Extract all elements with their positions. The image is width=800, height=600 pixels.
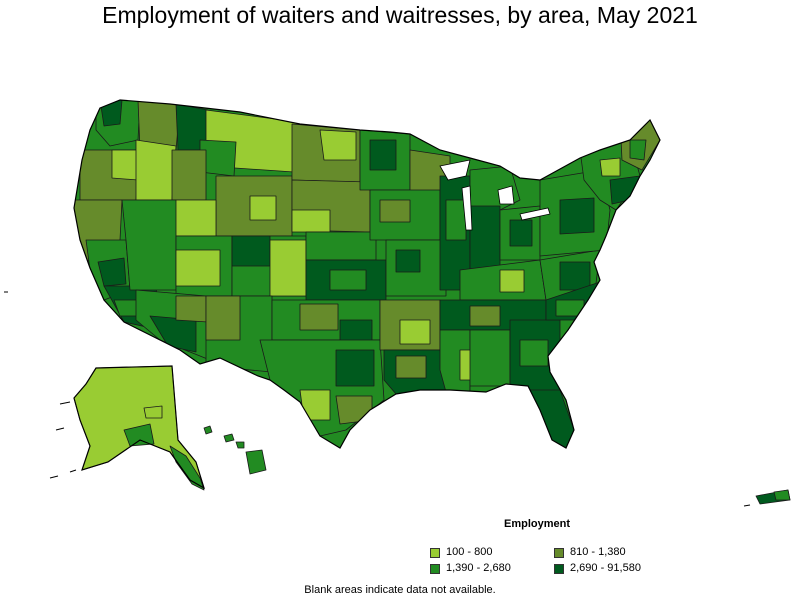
map-area bbox=[269, 239, 307, 297]
legend: Employment 100 - 800 810 - 1,380 1,390 -… bbox=[426, 518, 666, 578]
map-area bbox=[629, 139, 647, 161]
map-area bbox=[599, 157, 621, 177]
map-title: Employment of waiters and waitresses, by… bbox=[102, 2, 698, 28]
choropleth-map bbox=[0, 80, 800, 520]
map-area bbox=[171, 199, 217, 237]
puerto-rico bbox=[743, 489, 791, 507]
legend-swatch bbox=[554, 564, 564, 574]
map-area bbox=[469, 329, 511, 393]
lake-superior bbox=[439, 159, 471, 181]
map-area bbox=[205, 295, 241, 341]
map-area bbox=[469, 305, 501, 327]
map-area bbox=[609, 175, 641, 205]
legend-swatch bbox=[554, 548, 564, 558]
legend-label: 100 - 800 bbox=[446, 546, 493, 558]
footnote: Blank areas indicate data not available. bbox=[304, 584, 496, 596]
map-area bbox=[135, 139, 177, 201]
map-area bbox=[175, 295, 209, 323]
map-area bbox=[329, 269, 367, 291]
legend-label: 1,390 - 2,680 bbox=[446, 562, 511, 574]
map-area bbox=[249, 195, 277, 221]
map-area bbox=[445, 199, 467, 241]
lake-huron bbox=[497, 185, 515, 205]
map-area bbox=[171, 149, 207, 201]
map-area bbox=[175, 249, 221, 287]
map-area bbox=[559, 261, 591, 291]
map-area bbox=[335, 349, 375, 387]
legend-label: 810 - 1,380 bbox=[570, 546, 626, 558]
legend-title: Employment bbox=[504, 518, 571, 530]
map-area bbox=[469, 205, 501, 271]
map-area bbox=[299, 303, 339, 331]
map-area bbox=[499, 269, 525, 293]
map-area bbox=[509, 219, 533, 247]
map-area bbox=[335, 395, 373, 425]
map-area bbox=[291, 209, 331, 233]
map-area bbox=[299, 389, 331, 421]
map-area bbox=[519, 339, 549, 367]
map-area bbox=[395, 249, 421, 273]
map-area bbox=[369, 139, 397, 171]
map-area bbox=[231, 235, 271, 267]
lake-erie bbox=[519, 207, 551, 221]
legend-swatch bbox=[430, 564, 440, 574]
legend-label: 2,690 - 91,580 bbox=[570, 562, 641, 574]
map-area bbox=[99, 100, 123, 127]
legend-swatch bbox=[430, 548, 440, 558]
map-area bbox=[379, 199, 411, 223]
conus-outline bbox=[73, 99, 661, 449]
map-area bbox=[305, 231, 377, 261]
alaska bbox=[49, 365, 206, 491]
map-area bbox=[97, 257, 127, 287]
lake-michigan bbox=[461, 185, 473, 231]
map-area bbox=[559, 197, 595, 235]
map-area bbox=[319, 129, 357, 161]
map-area bbox=[399, 319, 431, 345]
hawaii bbox=[203, 425, 267, 475]
map-area bbox=[121, 199, 177, 291]
map-area bbox=[395, 355, 427, 379]
map-area bbox=[555, 299, 585, 317]
